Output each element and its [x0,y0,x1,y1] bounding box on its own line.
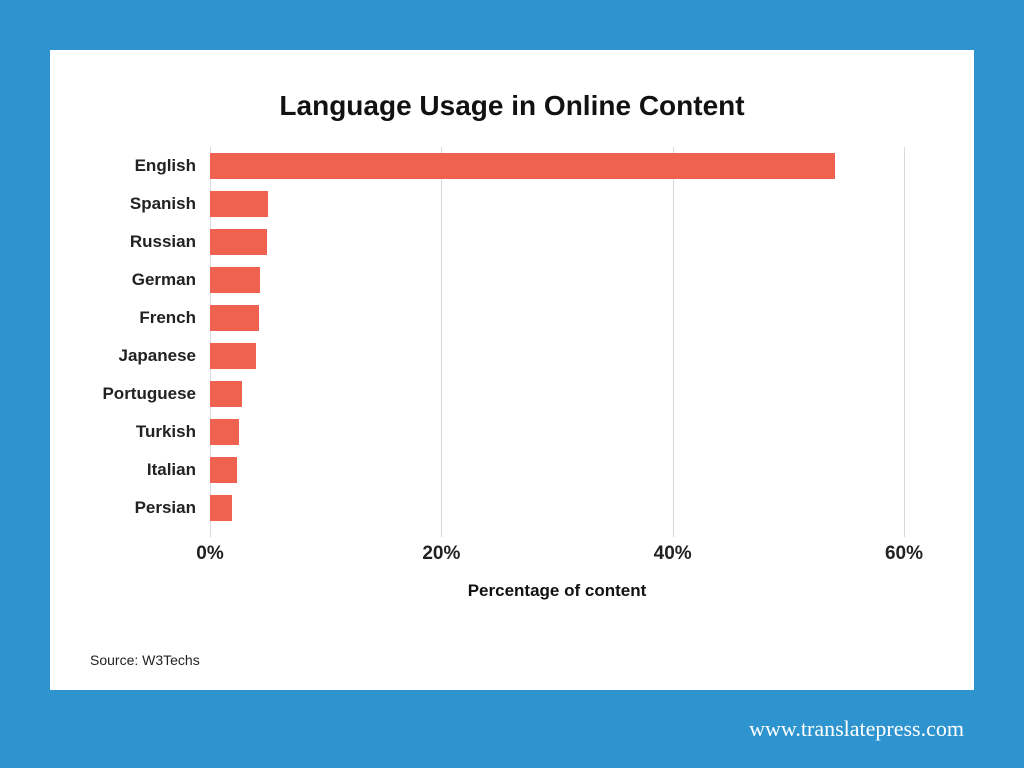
bar-row: German [210,267,904,293]
category-label: Portuguese [102,384,210,404]
x-axis: 0%20%40%60% [210,537,904,577]
x-tick-label: 0% [196,543,223,565]
category-label: Persian [135,498,210,518]
bar [210,229,267,255]
chart-area: English Spanish Russian German French Japanes… [210,147,904,577]
category-label: Italian [147,460,210,480]
category-label: Turkish [136,422,210,442]
gridline [904,147,905,537]
bar-row: English [210,153,904,179]
bar [210,381,242,407]
bar-row: Russian [210,229,904,255]
bar [210,419,239,445]
category-label: English [135,156,210,176]
x-tick-label: 20% [422,543,460,565]
chart-card: Language Usage in Online Content English… [50,50,974,690]
x-tick-label: 60% [885,543,923,565]
bar-row: French [210,305,904,331]
category-label: Japanese [119,346,211,366]
x-tick-label: 40% [654,543,692,565]
chart-title: Language Usage in Online Content [90,90,934,122]
source-label: Source: W3Techs [90,652,200,668]
bar [210,267,260,293]
bar [210,153,835,179]
category-label: Spanish [130,194,210,214]
bar [210,343,256,369]
bar-row: Persian [210,495,904,521]
bar [210,457,237,483]
outer-frame: Language Usage in Online Content English… [0,0,1024,768]
bar-row: Japanese [210,343,904,369]
site-url: www.translatepress.com [749,716,964,742]
bar [210,305,259,331]
plot-area: English Spanish Russian German French Japanes… [210,147,904,537]
category-label: Russian [130,232,210,252]
bar [210,495,232,521]
bar-row: Spanish [210,191,904,217]
bar-row: Portuguese [210,381,904,407]
bar-row: Italian [210,457,904,483]
bar [210,191,268,217]
bar-row: Turkish [210,419,904,445]
category-label: German [132,270,210,290]
x-axis-label: Percentage of content [210,581,904,601]
category-label: French [139,308,210,328]
